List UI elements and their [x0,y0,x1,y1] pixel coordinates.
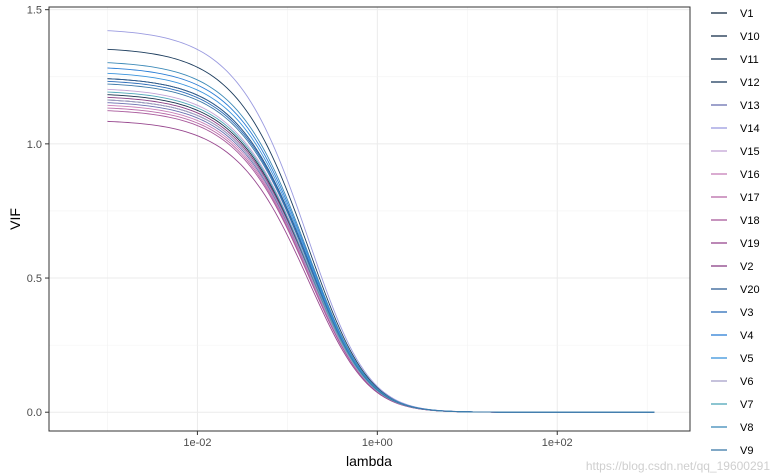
x-tick-label: 1e-02 [183,437,211,449]
y-axis-title: VIF [7,208,23,230]
legend-label-v18: V18 [740,215,760,227]
axis-ticks-and-labels: 1e-02 1e+00 1e+02 0.0 0.5 1.0 1.5 [27,5,573,449]
y-tick-label: 1.0 [27,139,42,151]
legend-label-v10: V10 [740,31,760,43]
y-tick-label: 0.5 [27,273,42,285]
legend-label-v4: V4 [740,330,753,342]
legend-label-v2: V2 [740,261,753,273]
x-tick-label: 1e+02 [542,437,573,449]
legend-label-v12: V12 [740,77,760,89]
legend-label-v14: V14 [740,123,760,135]
y-tick-label: 0.0 [27,407,42,419]
legend-label-v3: V3 [740,307,753,319]
legend-label-v19: V19 [740,238,760,250]
legend-label-v7: V7 [740,399,753,411]
legend-label-v8: V8 [740,422,753,434]
x-axis-title: lambda [346,453,392,469]
legend-label-v16: V16 [740,169,760,181]
legend-label-v1: V1 [740,8,753,20]
watermark-text: https://blog.csdn.net/qq_19600291 [586,459,770,473]
y-tick-label: 1.5 [27,5,42,17]
legend-label-v6: V6 [740,376,753,388]
legend-label-v15: V15 [740,146,760,158]
legend-label-v9: V9 [740,445,753,457]
series-line-v9 [107,83,655,413]
series-lines [107,30,655,413]
legend-label-v17: V17 [740,192,760,204]
x-tick-label: 1e+00 [362,437,393,449]
legend-label-v5: V5 [740,353,753,365]
legend: V1 V10 V11 V12 V13 V14 V15 V16 V17 V18 V19 V2 V20 V3 V… [711,8,760,457]
legend-label-v20: V20 [740,284,760,296]
legend-label-v13: V13 [740,100,760,112]
panel-border [48,6,691,432]
grid-lines [49,7,690,431]
legend-label-v11: V11 [740,54,759,66]
